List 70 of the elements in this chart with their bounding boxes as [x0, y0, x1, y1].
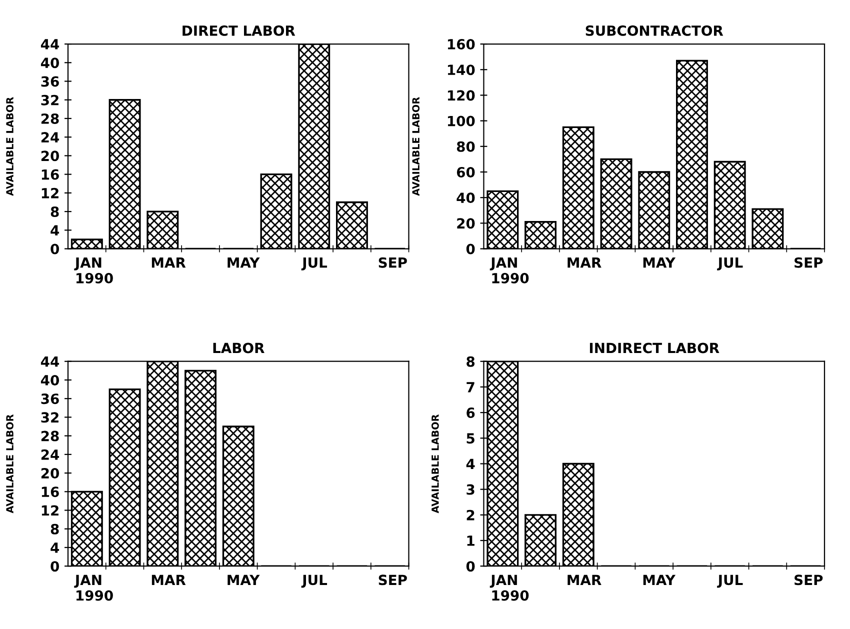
y-tick-label: 4	[466, 458, 475, 470]
y-tick-label: 100	[448, 116, 475, 126]
x-tick-label: MAR	[152, 574, 186, 585]
y-tick-label: 12	[42, 505, 58, 516]
y-tick-label: 0	[466, 561, 475, 572]
y-tick-label: 20	[457, 218, 475, 229]
y-tick-label: 28	[41, 430, 59, 442]
y-tick-label: 28	[41, 113, 59, 124]
y-tick-label: 6	[466, 408, 475, 418]
y-tick-label: 32	[41, 94, 58, 106]
y-tick-label: 3	[466, 484, 474, 495]
y-axis-title: AVAILABLE LABOR	[432, 414, 439, 514]
x-tick-label: MAR	[568, 258, 602, 268]
y-tick-label: 20	[41, 150, 60, 162]
y-tick-label: 40	[40, 374, 60, 386]
chart-title: INDIRECT LABOR	[590, 342, 720, 354]
y-tick-label: 160	[448, 39, 475, 50]
x-tick-label: JAN 1990	[490, 258, 529, 284]
x-tick-label: JUL	[301, 258, 328, 270]
y-tick-label: 80	[456, 141, 475, 152]
y-axis-title: AVAILABLE LABOR	[412, 97, 420, 196]
x-tick-label: MAR	[568, 574, 602, 585]
y-tick-label: 40	[456, 192, 475, 204]
x-tick-label: JUL	[301, 574, 328, 588]
x-tick-label: MAY	[643, 258, 676, 268]
y-tick-label: 24	[41, 132, 60, 142]
y-tick-label: 4	[50, 225, 60, 236]
x-tick-label: SEP	[794, 574, 823, 586]
y-tick-label: 44	[40, 39, 60, 50]
x-tick-label: MAR	[152, 258, 186, 268]
x-tick-label: SEP	[378, 257, 407, 268]
y-tick-label: 40	[40, 58, 60, 68]
y-tick-label: 16	[42, 169, 59, 180]
y-tick-label: 8	[50, 206, 59, 218]
x-tick-label: MAY	[228, 574, 260, 585]
y-tick-label: 36	[41, 76, 59, 87]
y-tick-label: 60	[456, 166, 475, 178]
y-tick-label: 8	[50, 524, 59, 534]
x-tick-label: JAN 1990	[74, 574, 113, 601]
y-tick-label: 1	[467, 536, 474, 546]
x-tick-label: SEP	[378, 574, 407, 586]
y-tick-label: 16	[42, 486, 59, 498]
y-tick-label: 24	[41, 449, 60, 460]
x-tick-label: MAY	[228, 258, 260, 268]
y-tick-label: 4	[50, 542, 60, 553]
y-tick-label: 36	[41, 394, 59, 404]
x-tick-label: JUL	[717, 574, 743, 588]
y-tick-label: 0	[50, 244, 60, 254]
x-tick-label: JUL	[717, 258, 743, 270]
y-tick-label: 8	[466, 356, 475, 367]
y-tick-label: 2	[466, 510, 474, 520]
y-tick-label: 12	[42, 188, 58, 198]
chart-title: DIRECT LABOR	[182, 25, 296, 36]
chart-title: LABOR	[213, 342, 264, 354]
y-tick-label: 140	[448, 64, 475, 76]
chart-title: SUBCONTRACTOR	[586, 25, 724, 36]
y-tick-label: 20	[41, 468, 60, 479]
y-tick-label: 7	[466, 382, 474, 392]
y-axis-title: AVAILABLE LABOR	[6, 414, 14, 514]
y-tick-label: 5	[466, 433, 474, 444]
x-tick-label: JAN 1990	[490, 574, 529, 601]
x-tick-label: JAN 1990	[74, 258, 113, 284]
x-tick-label: MAY	[643, 574, 676, 585]
y-tick-label: 0	[466, 244, 475, 254]
y-axis-title: AVAILABLE LABOR	[6, 97, 14, 196]
y-tick-label: 44	[40, 356, 60, 367]
y-tick-label: 120	[448, 90, 475, 101]
x-tick-label: SEP	[794, 257, 823, 268]
y-tick-label: 32	[41, 412, 58, 423]
y-tick-label: 0	[50, 561, 60, 572]
